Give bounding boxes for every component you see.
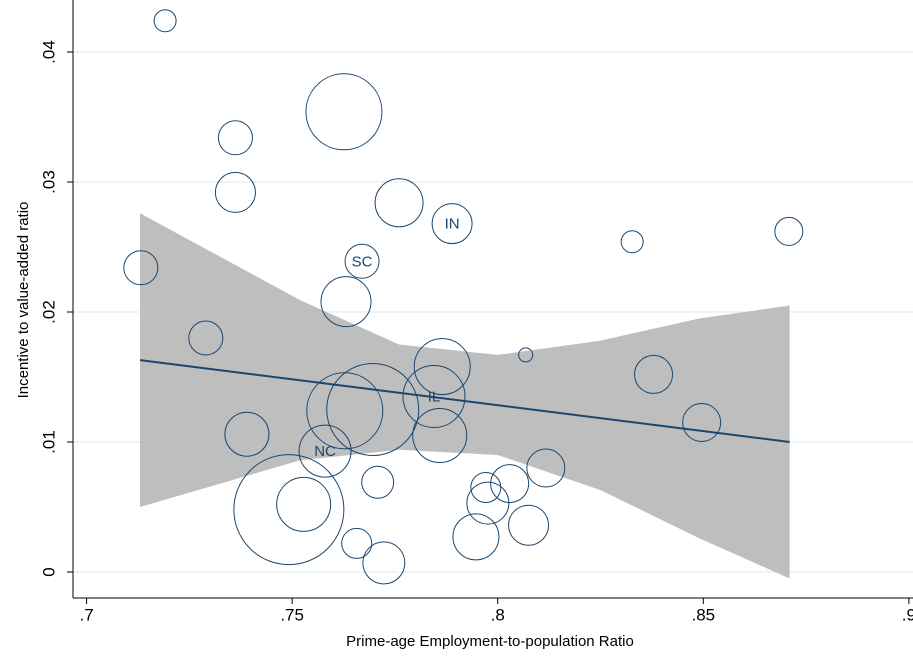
bubble <box>431 203 473 245</box>
bubble <box>452 513 500 561</box>
bubble <box>402 365 466 428</box>
x-tick-label: .7 <box>79 605 93 624</box>
bubble <box>634 354 674 394</box>
bubble <box>526 448 566 488</box>
bubble <box>123 250 159 286</box>
bubble <box>412 408 468 463</box>
x-tick-label: .75 <box>280 605 304 624</box>
bubble <box>470 472 502 503</box>
bubble <box>518 347 534 363</box>
bubble <box>490 464 530 504</box>
x-tick-label: .85 <box>691 605 715 624</box>
bubble <box>320 276 372 328</box>
y-tick-label: .01 <box>39 430 58 454</box>
point-label: NC <box>314 443 336 460</box>
point-label: SC <box>352 253 373 270</box>
point-label: IL <box>428 388 441 405</box>
bubble <box>620 230 644 254</box>
bubble <box>362 541 406 585</box>
bubble <box>305 73 383 151</box>
bubble <box>217 120 253 156</box>
point-label: IN <box>445 216 460 233</box>
x-tick-label: .8 <box>491 605 505 624</box>
bubble <box>276 476 332 532</box>
bubble <box>224 411 270 457</box>
x-axis-title: Prime-age Employment-to-population Ratio <box>346 633 634 650</box>
bubble <box>774 216 804 246</box>
bubble <box>233 454 345 566</box>
bubble <box>298 424 352 478</box>
bubble <box>682 403 722 442</box>
y-tick-label: .03 <box>39 170 58 194</box>
bubble <box>341 527 373 559</box>
bubble <box>214 171 256 213</box>
bubble <box>153 9 177 33</box>
y-tick-label: .02 <box>39 300 58 324</box>
x-tick-label: .9 <box>902 605 913 624</box>
bubble <box>306 372 384 450</box>
bubble <box>188 320 224 356</box>
bubble <box>374 178 424 228</box>
y-axis-title: Incentive to value-added ratio <box>15 202 32 399</box>
bubble <box>361 465 395 499</box>
y-tick-label: .04 <box>39 40 58 64</box>
y-tick-label: 0 <box>39 567 58 576</box>
bubble <box>413 338 471 396</box>
bubble <box>326 363 420 456</box>
bubble <box>344 243 380 279</box>
bubble <box>508 504 550 546</box>
bubble <box>466 481 510 525</box>
